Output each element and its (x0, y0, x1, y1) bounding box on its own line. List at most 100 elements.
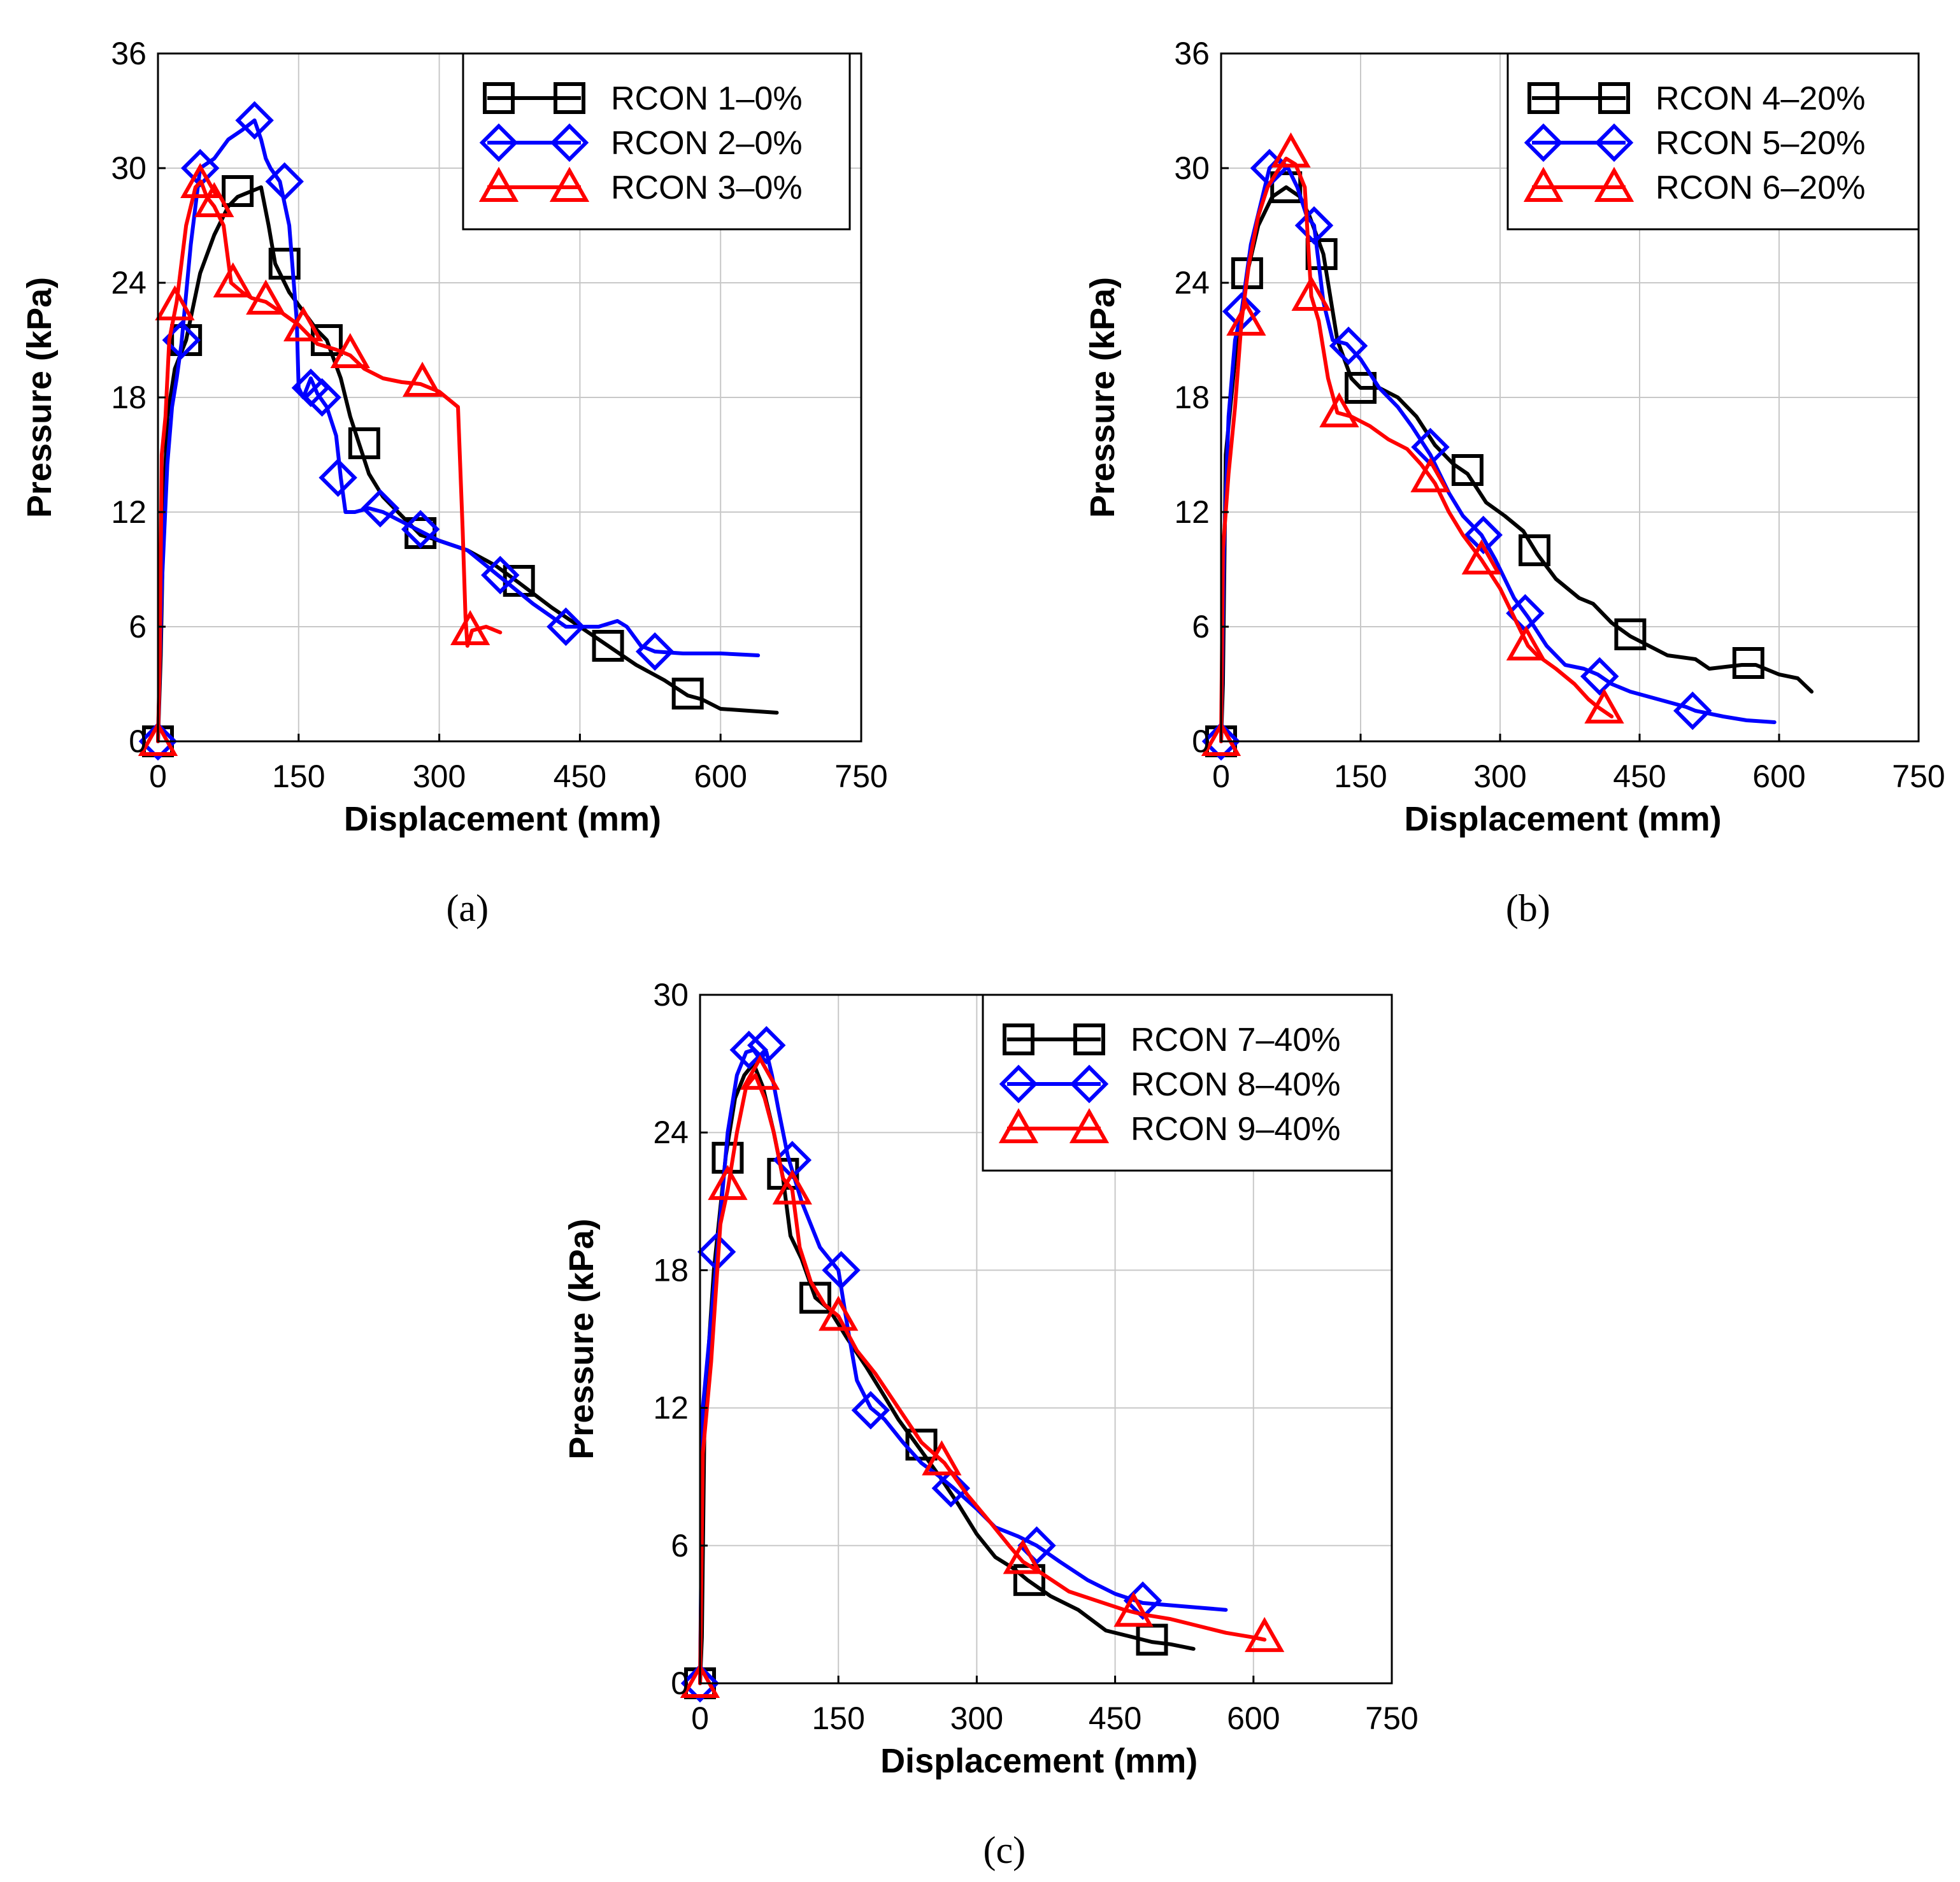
chart-c-series-3-marker (1003, 1539, 1043, 1574)
chart-a-series-2-marker (318, 458, 357, 497)
chart-b-series (1201, 132, 1814, 761)
chart-b-legend-marker (1598, 82, 1630, 114)
chart-c-series-3-marker (740, 1055, 780, 1090)
chart-b-x-tick-label: 750 (1892, 759, 1945, 794)
chart-c-y-tick-label: 6 (671, 1528, 689, 1564)
chart-a-x-tick-label: 750 (834, 759, 887, 794)
chart-b-series-2-marker (1673, 691, 1712, 731)
chart-a-series-2-marker (235, 101, 274, 140)
chart-c-series-2-marker (931, 1469, 971, 1508)
chart-a-series-2-marker (361, 488, 400, 528)
chart-c-legend-marker (998, 1108, 1039, 1143)
chart-a-series-2-marker (481, 555, 520, 595)
chart-a-y-tick-label: 24 (111, 265, 147, 301)
chart-c-series-1-marker (799, 1281, 831, 1314)
chart-b-x-tick-label: 450 (1613, 759, 1666, 794)
chart-a-x-tick-label: 150 (272, 759, 325, 794)
chart-c-y-tick-label: 0 (671, 1665, 689, 1701)
chart-b-series-3-marker (1506, 625, 1547, 660)
chart-a-series-3-marker (138, 720, 178, 756)
chart-a-series-3-marker (402, 361, 443, 397)
chart-a-legend-marker (554, 82, 585, 114)
chart-c-x-tick-label: 0 (691, 1700, 709, 1736)
chart-b-x-tick-label: 0 (1212, 759, 1230, 794)
chart-a-y-tick-label: 36 (111, 36, 147, 71)
chart-c-series-3-marker (1245, 1616, 1285, 1652)
chart-b-series-line-3 (1219, 157, 1614, 743)
chart-b-legend: RCON 4–20% RCON 5–20% RCON 6–20% (1506, 52, 1920, 231)
chart-a-series-3-marker (330, 332, 370, 368)
chart-b-series-1-marker (1519, 534, 1551, 566)
chart-a-series-2-marker (303, 378, 341, 417)
chart-c-x-tick-label: 450 (1089, 1700, 1141, 1736)
chart-b-y-tick-label: 18 (1174, 380, 1210, 415)
chart-panel-c: 0 150 300 450 600 750 0 6 12 18 24 30 Displacement … (562, 977, 1419, 1871)
chart-a-series-1-marker (592, 630, 624, 662)
chart-c-series-2-marker (729, 1030, 768, 1069)
chart-a-series-2-marker (401, 510, 440, 549)
chart-a-series-2-marker (635, 632, 675, 671)
chart-b-series-3-marker (1201, 720, 1241, 756)
chart-b-y-tick-label: 24 (1174, 265, 1210, 301)
chart-c-series-2-marker (747, 1026, 786, 1065)
chart-b-series-1-marker (1451, 454, 1484, 486)
chart-a-series-1-marker (268, 248, 301, 280)
chart-a-legend-marker (550, 123, 589, 162)
chart-panel-b: 0 150 300 450 600 750 0 6 12 18 24 30 36 Displacemen… (1084, 36, 1945, 929)
chart-b-legend-entry-2: RCON 5–20% (1656, 125, 1865, 162)
chart-b-series-line-2 (1219, 157, 1777, 743)
chart-c-series (680, 1026, 1285, 1703)
chart-c-series-3-marker (1113, 1592, 1154, 1627)
chart-c-legend-entry-3: RCON 9–40% (1131, 1111, 1340, 1148)
chart-a-series-3-marker (246, 279, 286, 315)
chart-a-legend: RCON 1–0% RCON 2–0% RCON 3–0% (462, 52, 851, 231)
chart-a-legend-entry-3: RCON 3–0% (611, 169, 803, 206)
chart-b-x-axis-label: Displacement (mm) (1404, 800, 1721, 838)
chart-b-legend-marker (1527, 82, 1559, 114)
chart-a-legend-entry-1: RCON 1–0% (611, 80, 803, 117)
chart-b-y-axis-label: Pressure (kPa) (1084, 277, 1122, 518)
chart-b-legend-marker (1523, 166, 1564, 202)
chart-a-y-tick-label: 0 (129, 724, 147, 759)
chart-b-series-1-marker (1270, 171, 1303, 203)
chart-b-series-3-marker (1291, 275, 1331, 311)
chart-b-series-3-marker (1271, 132, 1311, 168)
chart-c-y-tick-label: 18 (653, 1252, 689, 1288)
chart-b-legend-marker (1594, 166, 1635, 202)
chart-c-legend: RCON 7–40% RCON 8–40% RCON 9–40% (982, 994, 1393, 1172)
chart-b-x-tick-label: 150 (1334, 759, 1387, 794)
chart-b-y-tick-label: 6 (1192, 609, 1210, 645)
chart-a-y-axis-label: Pressure (kPa) (20, 277, 59, 518)
chart-b-series-2-marker (1294, 206, 1334, 245)
chart-c-series-2-marker (680, 1664, 720, 1703)
chart-a-ticks: 0 150 300 450 600 750 0 6 12 18 24 30 36 (111, 36, 887, 794)
chart-b-y-tick-label: 0 (1192, 724, 1210, 759)
chart-c-series-3-marker (708, 1164, 748, 1201)
chart-c-series-3-marker (772, 1169, 812, 1205)
chart-a-series-line-3 (156, 180, 503, 743)
chart-b-x-tick-label: 600 (1752, 759, 1805, 794)
chart-b-y-tick-label: 36 (1174, 36, 1210, 71)
chart-a-series-3-marker (213, 262, 253, 297)
chart-b-legend-entry-3: RCON 6–20% (1656, 169, 1865, 206)
chart-a-series-1-marker (348, 427, 380, 459)
chart-b-series-3-marker (1584, 688, 1624, 724)
chart-b-series-1-marker (1732, 647, 1764, 679)
chart-c-x-tick-label: 600 (1227, 1700, 1280, 1736)
chart-c-x-axis-label: Displacement (mm) (880, 1742, 1198, 1780)
chart-c-legend-entry-1: RCON 7–40% (1131, 1022, 1340, 1059)
chart-a-series (138, 101, 779, 761)
chart-c-series-3-marker (922, 1440, 962, 1476)
chart-c-series-3-marker (680, 1662, 720, 1698)
chart-c-series-2-marker (822, 1251, 861, 1290)
chart-a-y-tick-label: 18 (111, 380, 147, 415)
chart-b-series-line-1 (1219, 185, 1814, 743)
chart-a-y-tick-label: 6 (129, 609, 147, 645)
chart-a-series-3-marker (283, 306, 324, 341)
chart-a-series-3-marker (155, 285, 195, 320)
chart-c-legend-marker (1069, 1064, 1109, 1104)
chart-b-panel-label: (b) (1506, 887, 1550, 929)
chart-b-y-tick-label: 30 (1174, 150, 1210, 186)
chart-c-legend-marker (1003, 1023, 1034, 1055)
chart-c-series-line-3 (698, 1073, 1267, 1685)
